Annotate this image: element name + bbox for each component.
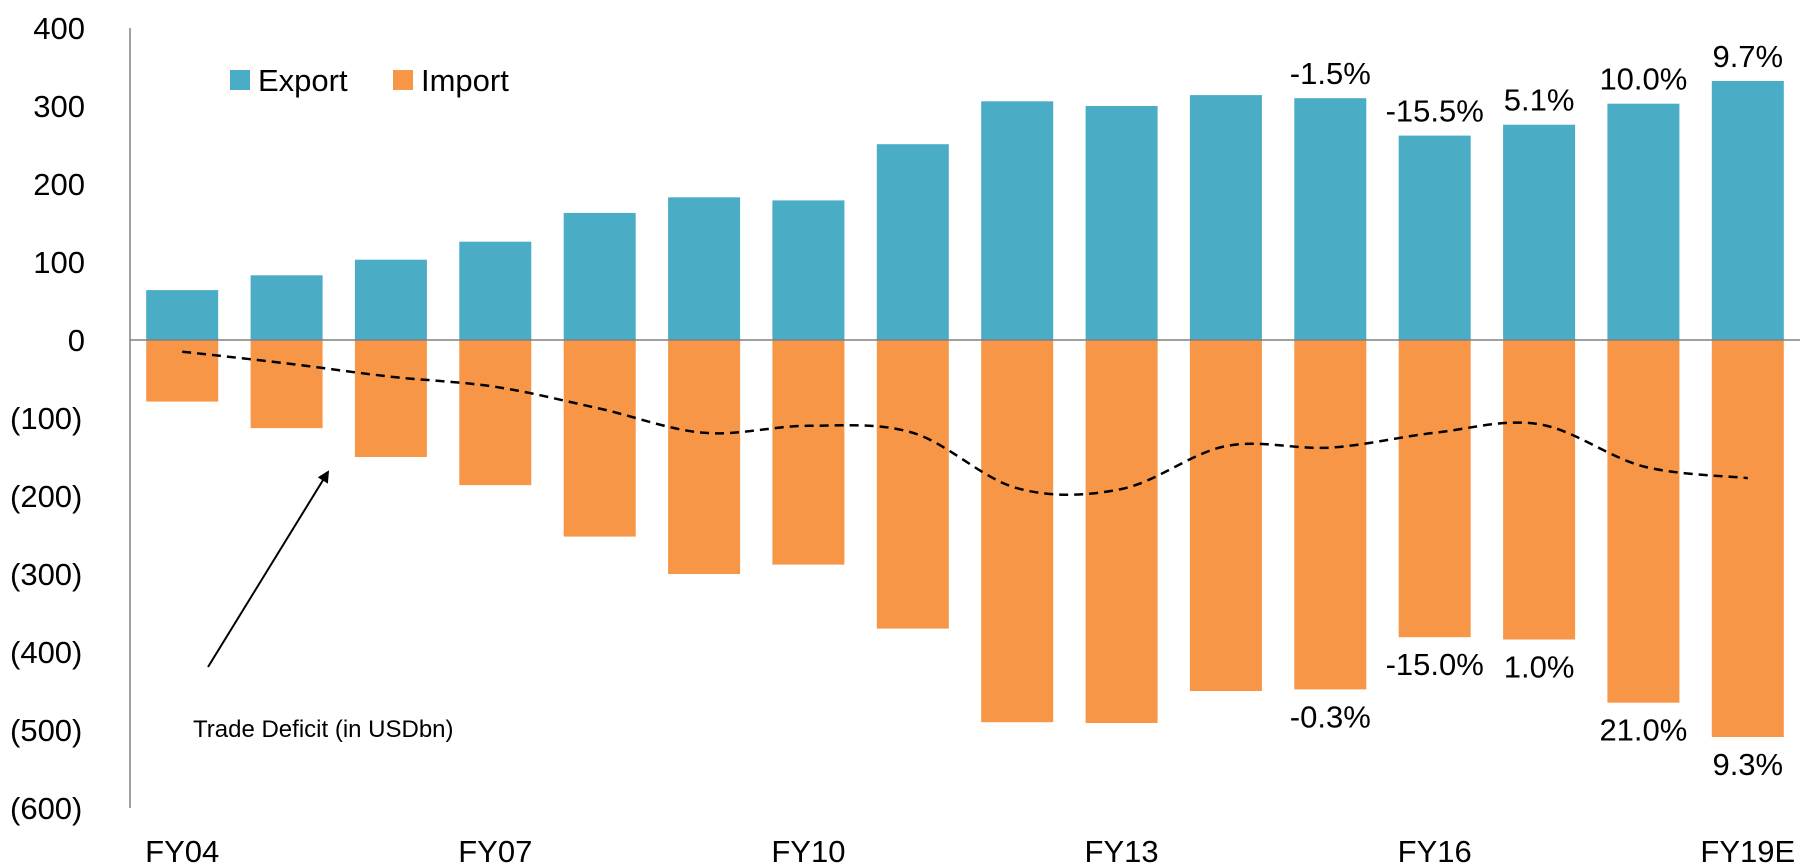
export-growth-label: -15.5% — [1386, 94, 1484, 129]
export-bar-fy15 — [1294, 98, 1366, 340]
x-tick-label: FY13 — [1085, 834, 1159, 868]
export-bar-fy18 — [1607, 104, 1679, 340]
y-tick-label: (500) — [10, 713, 82, 748]
y-tick-label: (400) — [10, 635, 82, 670]
import-bar-fy05 — [251, 340, 323, 428]
import-bar-fy15 — [1294, 340, 1366, 689]
import-bar-fy13 — [1086, 340, 1158, 723]
export-growth-label: 5.1% — [1504, 83, 1575, 118]
annotation-arrow — [208, 472, 328, 667]
export-bar-fy11 — [877, 144, 949, 340]
import-bar-fy18 — [1607, 340, 1679, 703]
y-tick-label: (100) — [10, 401, 82, 436]
x-tick-label: FY07 — [458, 834, 532, 868]
x-tick-label: FY04 — [145, 834, 219, 868]
import-bar-fy12 — [981, 340, 1053, 722]
bars-layer — [146, 81, 1784, 737]
legend: Export Import — [230, 63, 509, 98]
y-tick-label: 0 — [68, 323, 85, 358]
export-bar-fy07 — [459, 242, 531, 340]
legend-label-export: Export — [258, 63, 348, 98]
import-bar-fy19e — [1712, 340, 1784, 737]
legend-swatch-export — [230, 70, 250, 90]
y-tick-label: (200) — [10, 479, 82, 514]
legend-label-import: Import — [421, 63, 509, 98]
export-bar-fy17 — [1503, 125, 1575, 340]
y-tick-label: 400 — [33, 11, 85, 46]
export-bar-fy08 — [564, 213, 636, 340]
y-tick-label: (600) — [10, 791, 82, 826]
import-bar-fy04 — [146, 340, 218, 402]
export-growth-label: -1.5% — [1290, 56, 1371, 91]
import-bar-fy16 — [1399, 340, 1471, 637]
export-bar-fy05 — [251, 275, 323, 340]
import-growth-label: 21.0% — [1599, 713, 1687, 748]
y-tick-label: 200 — [33, 167, 85, 202]
export-growth-label: 9.7% — [1712, 39, 1783, 74]
x-tick-label: FY10 — [771, 834, 845, 868]
legend-swatch-import — [393, 70, 413, 90]
export-bar-fy04 — [146, 290, 218, 340]
import-bar-fy08 — [564, 340, 636, 537]
export-bar-fy14 — [1190, 95, 1262, 340]
import-growth-label: -15.0% — [1386, 647, 1484, 682]
export-bar-fy09 — [668, 197, 740, 340]
import-bar-fy07 — [459, 340, 531, 485]
y-tick-label: 300 — [33, 89, 85, 124]
export-bar-fy12 — [981, 101, 1053, 340]
export-bar-fy16 — [1399, 136, 1471, 340]
export-bar-fy13 — [1086, 106, 1158, 340]
export-bar-fy10 — [772, 200, 844, 340]
import-growth-label: -0.3% — [1290, 699, 1371, 734]
import-bar-fy09 — [668, 340, 740, 574]
x-tick-label: FY16 — [1398, 834, 1472, 868]
x-tick-label: FY19E — [1700, 834, 1795, 868]
import-bar-fy14 — [1190, 340, 1262, 691]
export-bar-fy06 — [355, 260, 427, 340]
export-bar-fy19e — [1712, 81, 1784, 340]
import-growth-label: 1.0% — [1504, 650, 1575, 685]
import-bar-fy11 — [877, 340, 949, 629]
annotation-text: Trade Deficit (in USDbn) — [193, 716, 454, 743]
import-bar-fy17 — [1503, 340, 1575, 640]
y-tick-label: (300) — [10, 557, 82, 592]
import-growth-label: 9.3% — [1712, 747, 1783, 782]
import-bar-fy06 — [355, 340, 427, 457]
import-bar-fy10 — [772, 340, 844, 565]
y-tick-label: 100 — [33, 245, 85, 280]
export-growth-label: 10.0% — [1599, 62, 1687, 97]
